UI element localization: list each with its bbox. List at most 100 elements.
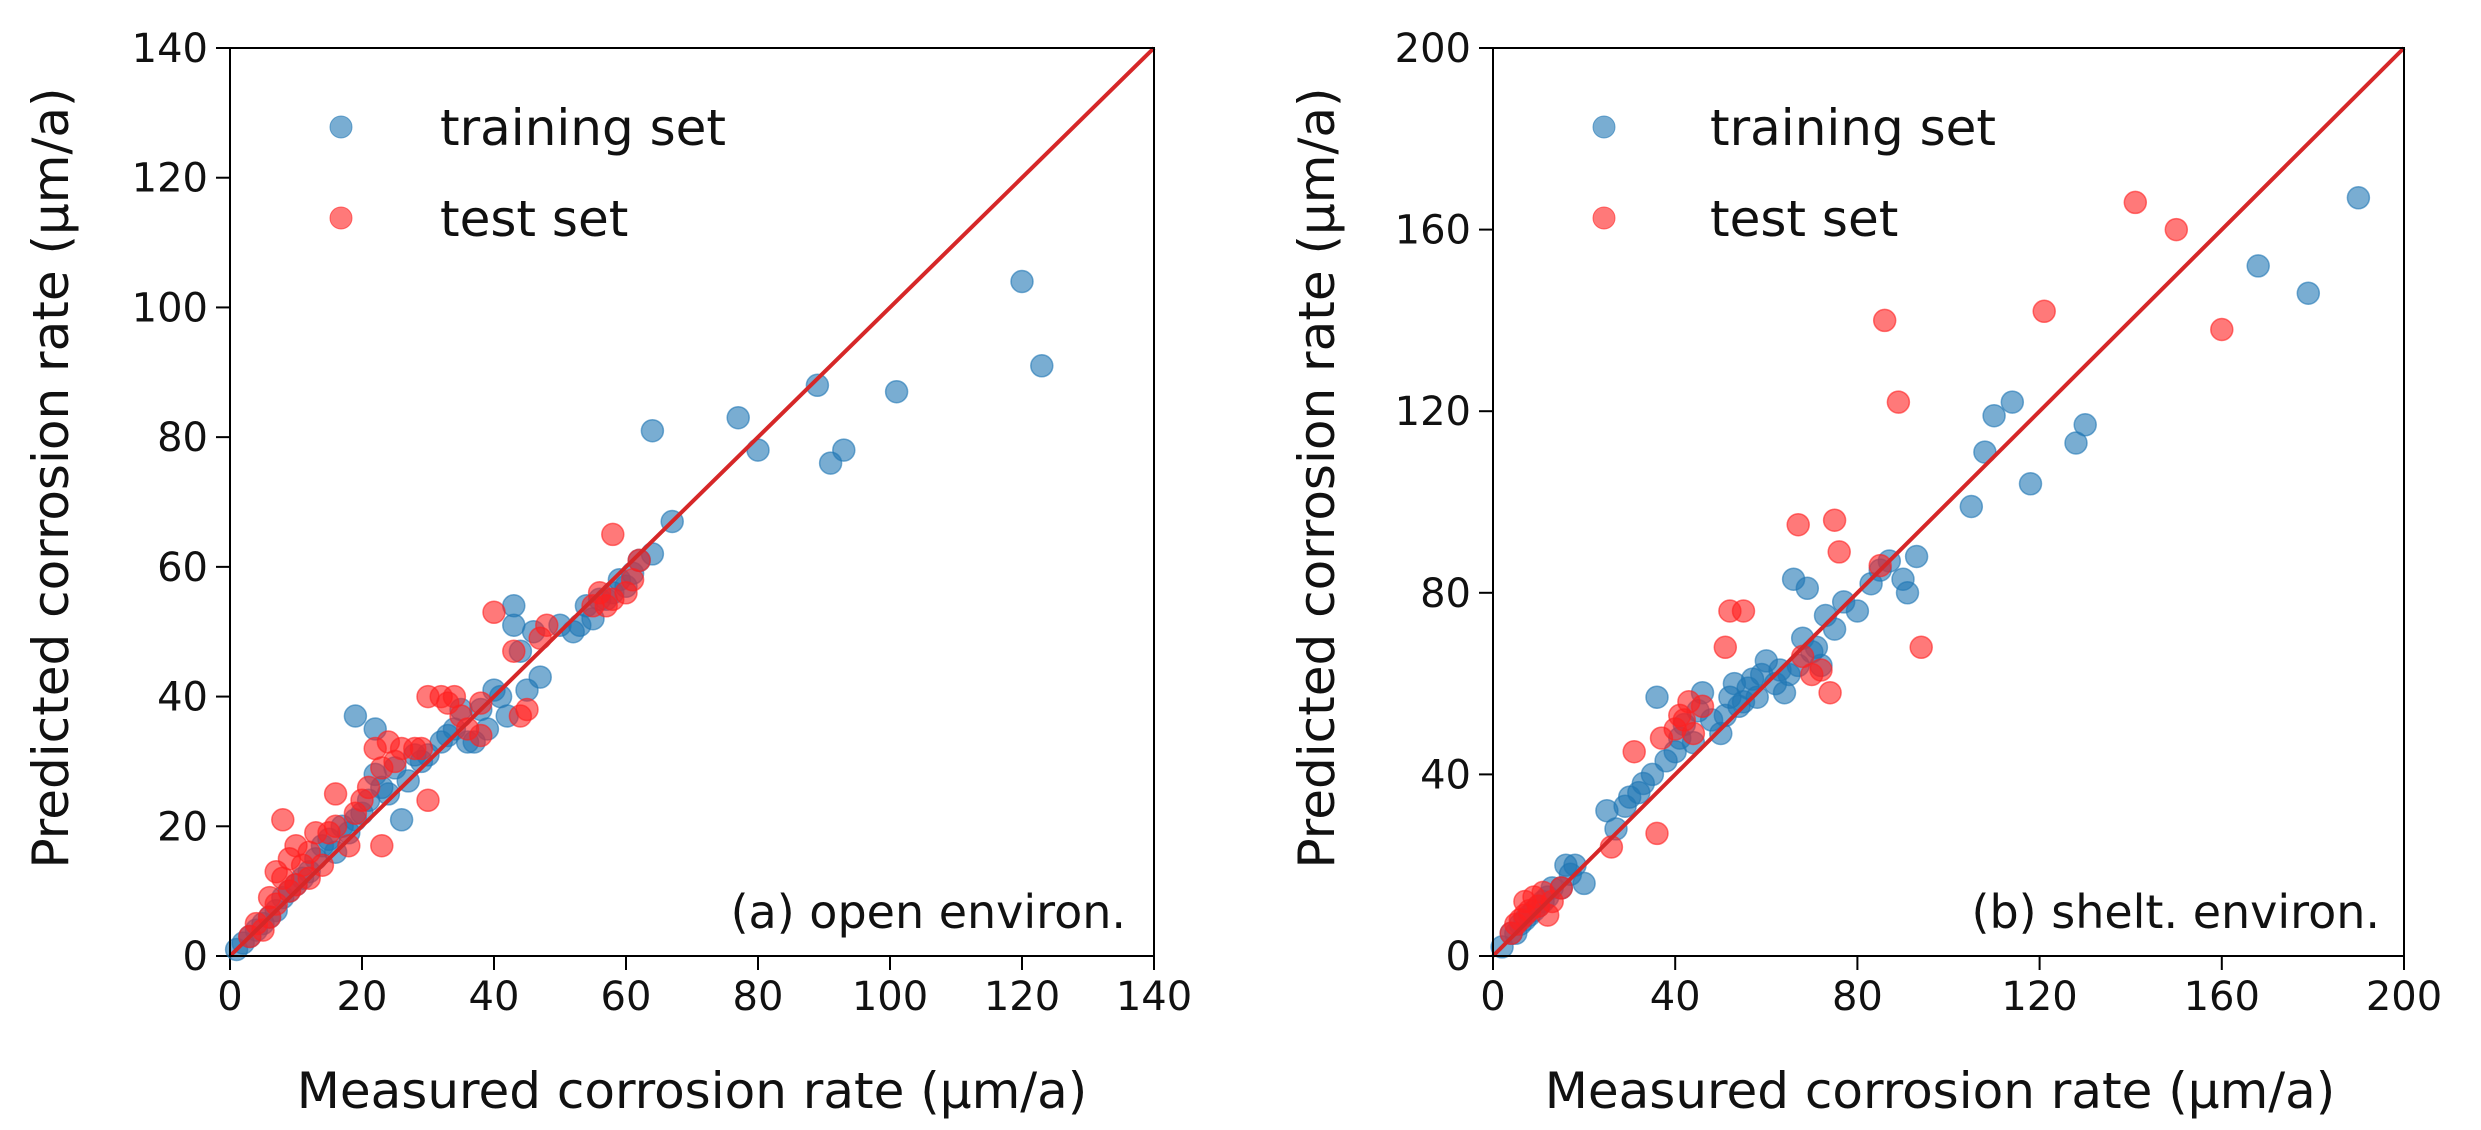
test-point	[1872, 308, 1897, 333]
test-point	[1822, 508, 1847, 532]
identity-line	[228, 46, 1156, 958]
legend-marker-test	[1592, 206, 1616, 230]
y-tick-label: 0	[183, 934, 208, 980]
test-point	[1886, 390, 1911, 414]
training-point	[1745, 685, 1769, 709]
reference-line-b	[1491, 46, 2406, 958]
x-tick-label: 120	[984, 974, 1060, 1020]
test-point	[601, 522, 625, 547]
test-point	[1827, 540, 1851, 564]
x-tick-label: 140	[1116, 974, 1192, 1020]
training-point	[1895, 581, 1920, 605]
x-tick-label: 200	[2366, 974, 2442, 1020]
training-point	[502, 594, 526, 618]
legend-label-test: test set	[440, 190, 628, 248]
x-tick-label: 100	[852, 974, 928, 1020]
plot-frame-b	[1492, 47, 2405, 957]
legend-label-test: test set	[1710, 190, 1898, 248]
x-tick-label: 40	[469, 974, 520, 1020]
test-point	[1622, 739, 1646, 764]
x-tick-label: 20	[337, 974, 388, 1020]
training-point	[343, 704, 368, 728]
training-point	[1030, 354, 1054, 378]
y-tick-label: 160	[1395, 208, 1471, 254]
training-point	[1982, 403, 2006, 428]
panel-a: Predicted corrosion rate (μm/a) Measured…	[22, 26, 1192, 1120]
x-tick-label: 40	[1650, 974, 1701, 1020]
identity-line	[1491, 46, 2406, 958]
test-point	[2123, 190, 2148, 215]
panel-annotation-b: (b) shelt. environ.	[1972, 885, 2380, 939]
training-point	[726, 405, 750, 430]
y-tick-label: 60	[157, 545, 208, 591]
legend-marker-training	[329, 115, 353, 139]
x-axis-label: Measured corrosion rate (μm/a)	[1545, 1062, 2336, 1120]
y-tick-label: 120	[1395, 389, 1471, 435]
test-point	[620, 568, 645, 592]
test-point	[416, 788, 440, 813]
training-point	[1572, 871, 1596, 896]
ticks-a: 0 20 40 60 80 100 120 140 0 20 40 60 80 100 120 140	[132, 26, 1193, 1020]
training-point	[528, 665, 552, 689]
training-point	[1959, 494, 1984, 519]
test-point	[323, 814, 348, 839]
test-point	[1731, 599, 1756, 623]
training-point	[1845, 599, 1870, 623]
test-point	[1645, 821, 1669, 846]
legend-b: training set test set	[1592, 99, 1996, 248]
test-point	[1909, 635, 1933, 660]
test-point	[409, 736, 434, 761]
reference-line-a	[228, 46, 1156, 958]
x-tick-label: 0	[1480, 974, 1505, 1020]
training-point	[2000, 390, 2025, 414]
training-point	[2018, 472, 2043, 496]
panel-b: Predicted corrosion rate (μm/a) Measured…	[1288, 26, 2442, 1120]
test-point	[337, 833, 361, 858]
training-point	[389, 808, 414, 832]
test-point	[469, 723, 493, 748]
test-point	[442, 684, 467, 709]
plot-frame-a	[229, 47, 1155, 957]
test-point	[502, 639, 526, 663]
training-point	[805, 373, 830, 398]
test-point	[1786, 512, 1810, 537]
x-tick-label: 80	[733, 974, 784, 1020]
training-point	[2073, 413, 2097, 437]
x-tick-label: 0	[217, 974, 242, 1020]
y-tick-label: 140	[132, 26, 208, 72]
ticks-b: 0 40 80 120 160 200 0 40 80 120 160 200	[1395, 26, 2443, 1020]
y-axis-label: Predicted corrosion rate (μm/a)	[1288, 87, 1346, 868]
test-point	[515, 697, 539, 722]
test-point	[2032, 299, 2056, 324]
legend-marker-test	[329, 206, 353, 230]
test-point	[535, 613, 559, 637]
x-tick-label: 160	[2184, 974, 2260, 1020]
test-point	[627, 548, 651, 573]
test-point	[1681, 721, 1706, 746]
test-point	[1868, 553, 1892, 578]
training-point	[884, 379, 909, 404]
x-tick-label: 80	[1832, 974, 1883, 1020]
y-tick-label: 0	[1446, 934, 1471, 980]
test-point	[1713, 635, 1738, 660]
test-point	[1690, 694, 1715, 719]
y-axis-label: Predicted corrosion rate (μm/a)	[22, 87, 80, 868]
legend-a: training set test set	[329, 99, 726, 248]
test-point	[271, 808, 295, 832]
test-point	[370, 833, 394, 858]
y-tick-label: 100	[132, 285, 208, 331]
training-point	[640, 418, 665, 443]
training-point	[1795, 576, 1820, 601]
test-point	[2164, 217, 2189, 242]
legend-label-training: training set	[440, 99, 726, 157]
test-point	[1809, 658, 1833, 682]
training-point	[1904, 544, 1929, 569]
test-point	[469, 691, 493, 715]
training-point	[832, 438, 856, 462]
y-tick-label: 80	[1420, 571, 1471, 617]
test-point	[482, 600, 506, 625]
training-point	[1010, 269, 1034, 294]
points-b	[1490, 186, 2371, 959]
test-point	[2210, 317, 2234, 342]
